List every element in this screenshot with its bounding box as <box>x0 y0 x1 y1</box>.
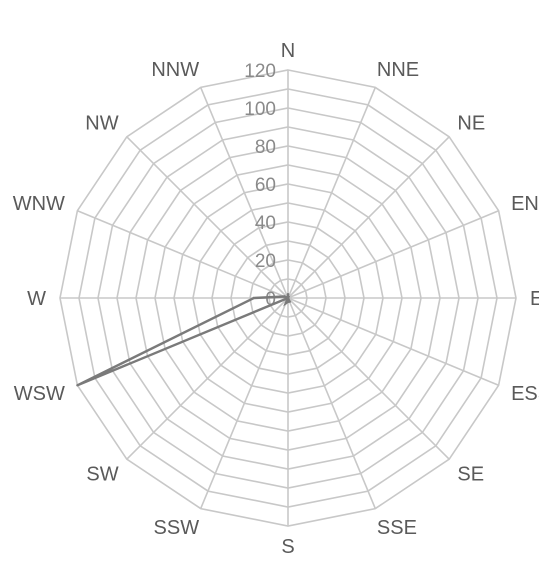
direction-label-n: N <box>281 40 295 62</box>
series-point-ssw <box>284 302 287 305</box>
grid-spoke-nw <box>126 136 289 299</box>
grid-spoke-se <box>287 297 450 460</box>
direction-label-sw: SW <box>86 463 118 485</box>
grid-spoke-ne <box>287 136 450 299</box>
grid-spoke-esse <box>287 297 499 387</box>
direction-label-se: SE <box>457 463 484 485</box>
series-point-nnw <box>286 296 290 300</box>
grid-spoke-ene <box>287 209 499 299</box>
grid-spoke-sw <box>126 297 289 460</box>
direction-label-ene: ENE <box>511 193 539 215</box>
radial-tick-label-40: 40 <box>255 213 276 234</box>
grid-spoke-nnw <box>199 87 289 299</box>
direction-label-s: S <box>281 536 294 558</box>
grid <box>59 69 517 527</box>
direction-label-sse: SSE <box>377 517 417 539</box>
series-point-w <box>252 296 255 300</box>
direction-label-nw: NW <box>85 113 118 135</box>
radial-tick-label-20: 20 <box>255 251 276 272</box>
direction-label-ne: NE <box>457 113 485 135</box>
series-point-wsw <box>76 384 79 387</box>
direction-label-nne: NNE <box>377 59 419 81</box>
grid-spoke-ssw <box>199 297 289 509</box>
direction-label-ssw: SSW <box>154 517 200 539</box>
direction-label-wsw: WSW <box>14 383 65 405</box>
grid-spoke-nne <box>287 87 377 299</box>
grid-spoke-sse <box>287 297 377 509</box>
grid-spoke-wnw <box>77 209 289 299</box>
radial-tick-label-100: 100 <box>244 99 276 120</box>
radial-tick-label-0: 0 <box>265 289 276 310</box>
series-point-wnw <box>283 295 286 298</box>
series-point-n <box>286 293 290 296</box>
direction-label-w: W <box>27 288 46 310</box>
radial-tick-labels: 0 20 40 60 80 100 120 <box>244 61 276 310</box>
direction-label-e: E <box>530 288 539 310</box>
radial-tick-label-120: 120 <box>244 61 276 82</box>
series-point-s <box>286 300 290 303</box>
direction-label-nnw: NNW <box>151 59 199 81</box>
direction-label-wnw: WNW <box>13 193 65 215</box>
series-layer <box>76 293 292 387</box>
radial-tick-label-60: 60 <box>255 175 276 196</box>
radial-tick-label-80: 80 <box>255 137 276 158</box>
